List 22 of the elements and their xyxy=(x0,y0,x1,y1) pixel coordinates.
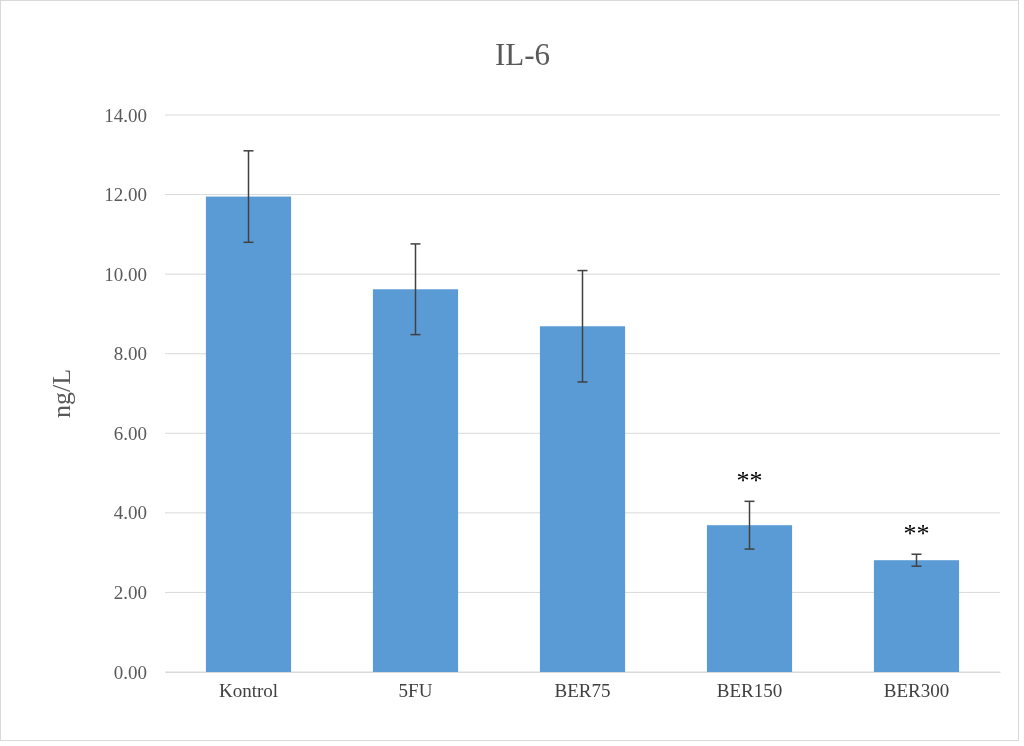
chart-title: IL-6 xyxy=(494,37,551,72)
x-tick-label: 5FU xyxy=(398,680,433,702)
bar xyxy=(873,560,960,672)
y-axis-title: ng/L xyxy=(47,368,76,419)
bar xyxy=(539,326,626,672)
y-tick-label: 12.00 xyxy=(104,184,147,206)
y-tick-label: 4.00 xyxy=(113,502,147,524)
x-tick-label: Kontrol xyxy=(218,680,279,702)
annotation: ** xyxy=(736,466,763,496)
y-tick-label: 14.00 xyxy=(104,104,147,126)
x-tick-label: BER150 xyxy=(716,680,783,702)
y-tick-label: 8.00 xyxy=(113,343,147,365)
x-tick-label: BER300 xyxy=(883,680,950,702)
bar xyxy=(205,196,292,672)
bar xyxy=(372,289,459,672)
y-tick-label: 0.00 xyxy=(113,661,147,683)
y-tick-label: 6.00 xyxy=(113,422,147,444)
bar xyxy=(706,525,793,672)
x-tick-label: BER75 xyxy=(554,680,611,702)
annotation: ** xyxy=(903,519,930,549)
y-tick-label: 2.00 xyxy=(113,582,147,604)
y-tick-label: 10.00 xyxy=(104,263,147,285)
